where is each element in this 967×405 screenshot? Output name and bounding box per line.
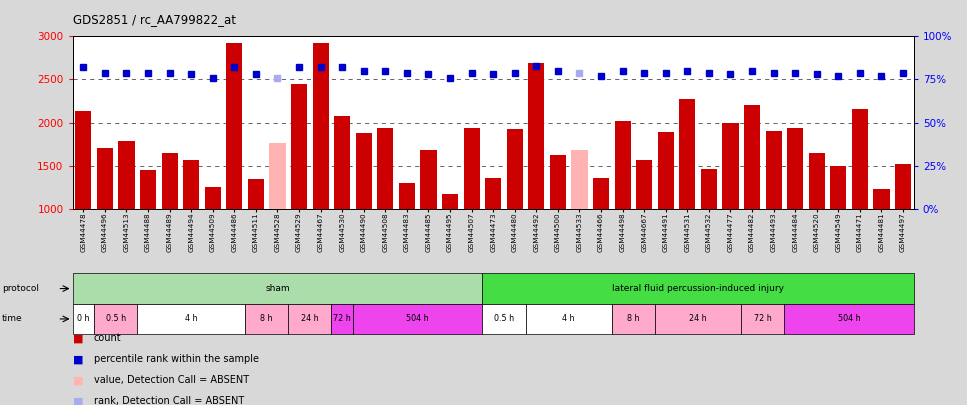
Bar <box>722 123 739 209</box>
Text: percentile rank within the sample: percentile rank within the sample <box>94 354 259 364</box>
Bar <box>571 150 588 209</box>
Text: 0.5 h: 0.5 h <box>105 314 126 324</box>
Bar <box>288 304 332 334</box>
Bar <box>766 131 781 209</box>
Bar <box>483 304 525 334</box>
Bar <box>679 99 695 209</box>
Bar <box>377 128 394 209</box>
Bar <box>593 178 609 209</box>
Bar <box>787 128 804 209</box>
Bar <box>97 148 113 209</box>
Bar <box>137 304 245 334</box>
Text: 24 h: 24 h <box>301 314 318 324</box>
Bar <box>483 273 914 304</box>
Bar <box>742 304 784 334</box>
Bar <box>442 194 458 209</box>
Bar <box>463 128 480 209</box>
Bar <box>356 133 372 209</box>
Bar <box>701 169 717 209</box>
Bar <box>291 84 308 209</box>
Text: value, Detection Call = ABSENT: value, Detection Call = ABSENT <box>94 375 249 385</box>
Bar <box>332 304 353 334</box>
Bar <box>334 116 350 209</box>
Text: 0 h: 0 h <box>77 314 90 324</box>
Bar <box>205 187 220 209</box>
Text: 72 h: 72 h <box>754 314 772 324</box>
Text: ■: ■ <box>73 375 83 385</box>
Text: ■: ■ <box>73 333 83 343</box>
Text: rank, Detection Call = ABSENT: rank, Detection Call = ABSENT <box>94 396 244 405</box>
Bar <box>118 141 134 209</box>
Text: 504 h: 504 h <box>406 314 429 324</box>
Bar <box>312 43 329 209</box>
Bar <box>248 179 264 209</box>
Bar <box>421 150 436 209</box>
Bar <box>831 166 846 209</box>
Bar <box>398 183 415 209</box>
Text: time: time <box>2 314 22 324</box>
Bar <box>73 273 483 304</box>
Bar <box>270 143 285 209</box>
Bar <box>140 170 156 209</box>
Bar <box>525 304 612 334</box>
Bar <box>655 304 742 334</box>
Text: 4 h: 4 h <box>185 314 197 324</box>
Bar <box>94 304 137 334</box>
Text: 8 h: 8 h <box>628 314 639 324</box>
Bar <box>808 153 825 209</box>
Bar <box>353 304 483 334</box>
Bar <box>161 153 178 209</box>
Bar <box>894 164 911 209</box>
Text: GDS2851 / rc_AA799822_at: GDS2851 / rc_AA799822_at <box>73 13 236 26</box>
Bar <box>784 304 914 334</box>
Text: 4 h: 4 h <box>563 314 575 324</box>
Bar <box>226 43 243 209</box>
Bar <box>485 179 501 209</box>
Bar <box>75 111 92 209</box>
Bar <box>614 121 630 209</box>
Bar <box>183 160 199 209</box>
Text: ■: ■ <box>73 396 83 405</box>
Bar <box>245 304 288 334</box>
Text: ■: ■ <box>73 354 83 364</box>
Text: count: count <box>94 333 122 343</box>
Text: 8 h: 8 h <box>260 314 273 324</box>
Text: 504 h: 504 h <box>837 314 861 324</box>
Bar <box>658 132 674 209</box>
Bar <box>744 105 760 209</box>
Bar <box>612 304 655 334</box>
Text: 0.5 h: 0.5 h <box>494 314 514 324</box>
Bar <box>550 155 566 209</box>
Bar <box>873 189 890 209</box>
Bar <box>636 160 653 209</box>
Text: sham: sham <box>265 284 290 293</box>
Text: 24 h: 24 h <box>689 314 707 324</box>
Bar <box>73 304 94 334</box>
Bar <box>507 128 523 209</box>
Bar <box>852 109 868 209</box>
Text: 72 h: 72 h <box>334 314 351 324</box>
Text: lateral fluid percussion-induced injury: lateral fluid percussion-induced injury <box>612 284 784 293</box>
Text: protocol: protocol <box>2 284 39 293</box>
Bar <box>528 63 544 209</box>
